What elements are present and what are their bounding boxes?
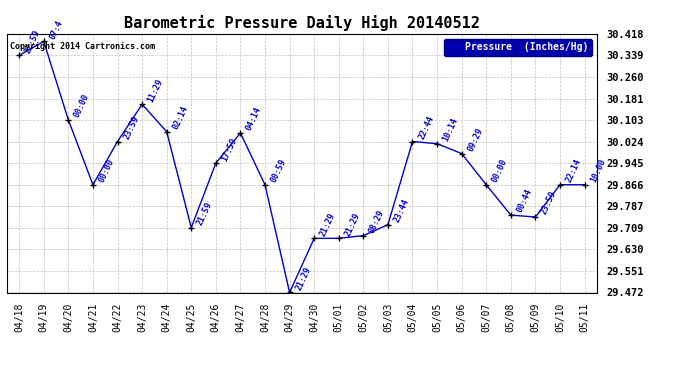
Legend: Pressure  (Inches/Hg): Pressure (Inches/Hg) bbox=[444, 39, 592, 56]
Text: 00:00: 00:00 bbox=[97, 158, 116, 184]
Text: 02:14: 02:14 bbox=[171, 104, 190, 131]
Text: 22:44: 22:44 bbox=[417, 114, 435, 141]
Text: 04:14: 04:14 bbox=[244, 106, 264, 132]
Text: 00:00: 00:00 bbox=[491, 158, 509, 184]
Text: 22:59: 22:59 bbox=[23, 28, 42, 55]
Text: 08:29: 08:29 bbox=[368, 209, 386, 235]
Text: 23:44: 23:44 bbox=[392, 197, 411, 224]
Text: 23:59: 23:59 bbox=[540, 190, 558, 216]
Text: 21:29: 21:29 bbox=[343, 211, 362, 238]
Text: 00:00: 00:00 bbox=[72, 93, 91, 119]
Text: 10:14: 10:14 bbox=[441, 117, 460, 143]
Text: 09:29: 09:29 bbox=[466, 126, 484, 153]
Text: 10:00: 10:00 bbox=[589, 158, 607, 184]
Text: 17:59: 17:59 bbox=[220, 136, 239, 162]
Text: Copyright 2014 Cartronics.com: Copyright 2014 Cartronics.com bbox=[10, 42, 155, 51]
Text: 21:59: 21:59 bbox=[195, 200, 214, 227]
Text: 22:14: 22:14 bbox=[564, 158, 583, 184]
Text: 07:4: 07:4 bbox=[48, 19, 65, 40]
Title: Barometric Pressure Daily High 20140512: Barometric Pressure Daily High 20140512 bbox=[124, 15, 480, 31]
Text: 00:44: 00:44 bbox=[515, 188, 533, 214]
Text: 11:29: 11:29 bbox=[146, 77, 165, 104]
Text: 21:29: 21:29 bbox=[294, 265, 313, 292]
Text: 23:59: 23:59 bbox=[121, 114, 140, 141]
Text: 00:59: 00:59 bbox=[269, 158, 288, 184]
Text: 21:29: 21:29 bbox=[318, 211, 337, 238]
